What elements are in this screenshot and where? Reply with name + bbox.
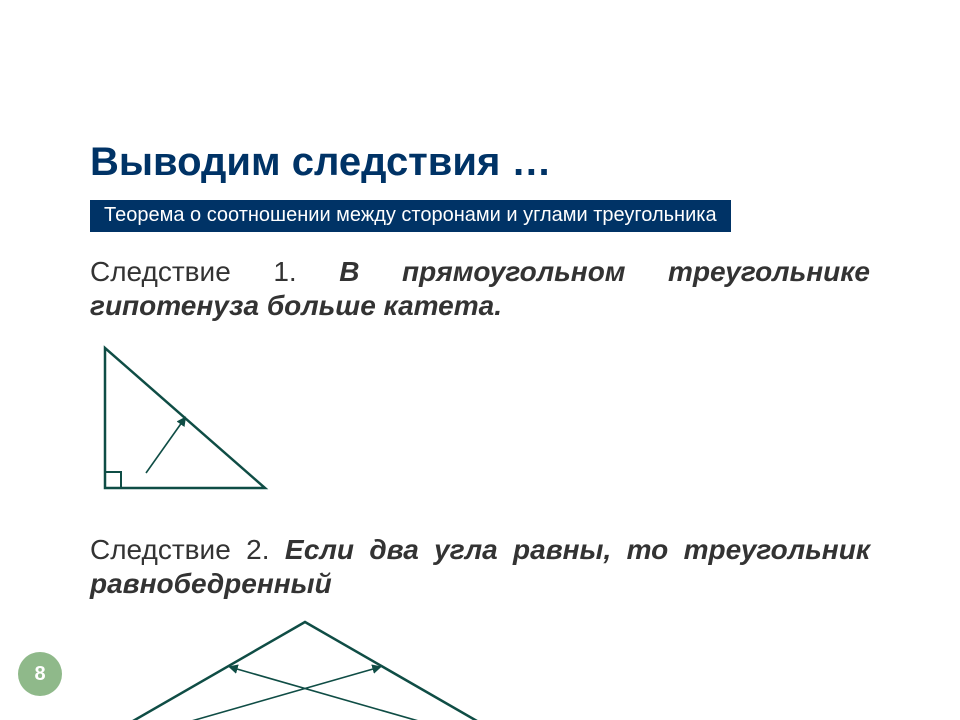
corollary-2-text: Следствие 2. Если два угла равны, то тре… [90, 533, 870, 601]
isosceles-triangle-diagram [90, 612, 520, 720]
slide-title: Выводим следствия … [90, 140, 551, 185]
corollary-2-label: Следствие 2. [90, 534, 270, 565]
right-triangle-diagram [90, 333, 280, 503]
page-number-badge: 8 [18, 652, 62, 696]
figure-1-row [90, 333, 870, 503]
figure-2-row [90, 612, 870, 720]
slide-body: Следствие 1. В прямоугольном треугольник… [90, 255, 870, 720]
theorem-banner: Теорема о соотношении между сторонами и … [90, 200, 731, 232]
corollary-1-label: Следствие 1. [90, 256, 297, 287]
corollary-1-text: Следствие 1. В прямоугольном треугольник… [90, 255, 870, 323]
